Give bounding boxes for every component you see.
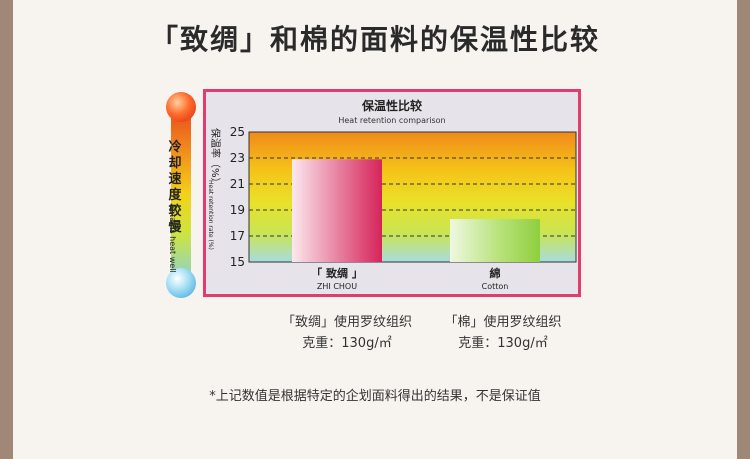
chart-title: 保温性比较: [361, 98, 422, 113]
x-categories: 「 致绸 」 ZHI CHOU 綿 Cotton: [311, 266, 508, 291]
bar-0: [292, 159, 382, 262]
cold-bulb-icon: [166, 268, 196, 298]
bars: [292, 159, 540, 262]
chart-subtitle: Heat retention comparison: [338, 116, 445, 125]
category-label-zh: 「 致绸 」: [311, 266, 363, 280]
y-axis-label-en: Heat retention rate (%): [207, 180, 214, 250]
indicator-label-en: Retains heat well: [163, 204, 177, 273]
caption-cotton: 「棉」使用罗纹组织 克重：130g/㎡: [418, 312, 588, 354]
category-label-en: ZHI CHOU: [317, 282, 357, 291]
y-tick-label: 19: [230, 203, 245, 217]
footnote: *上记数值是根据特定的企划面料得出的结果，不是保证值: [209, 389, 541, 404]
caption-zhichou-line1: 「致绸」使用罗纹组织: [281, 315, 412, 330]
caption-cotton-line2: 克重：130g/㎡: [458, 336, 548, 351]
temperature-gradient-bar: [171, 102, 191, 288]
y-tick-label: 15: [230, 255, 245, 269]
chart-frame: 保温性比较 Heat retention comparison 15 17 19 21…: [203, 89, 581, 297]
heat-indicator: 冷却速度较慢 Retains heat well: [166, 92, 196, 300]
y-tick-label: 25: [230, 125, 245, 139]
y-tick-label: 23: [230, 151, 245, 165]
caption-zhichou-line2: 克重：130g/㎡: [302, 336, 392, 351]
indicator-label-zh: 冷却速度较慢: [168, 140, 182, 235]
caption-cotton-line1: 「棉」使用罗纹组织: [444, 315, 562, 330]
y-tick-label: 17: [230, 229, 245, 243]
hot-bulb-icon: [166, 92, 196, 122]
category-label-en: Cotton: [482, 282, 509, 291]
gridlines: [249, 157, 576, 237]
y-tick-label: 21: [230, 177, 245, 191]
page-title: 「致绸」和棉的面料的保温性比较: [149, 23, 600, 56]
category-label-zh: 綿: [490, 266, 501, 280]
y-ticks: 15 17 19 21 23 25: [230, 125, 245, 269]
caption-zhichou: 「致绸」使用罗纹组织 克重：130g/㎡: [262, 312, 432, 354]
heat-retention-chart: 保温性比较 Heat retention comparison 15 17 19 21…: [207, 98, 577, 291]
y-axis-label-zh: 保温率（%）: [209, 128, 222, 188]
bar-1: [450, 219, 540, 262]
